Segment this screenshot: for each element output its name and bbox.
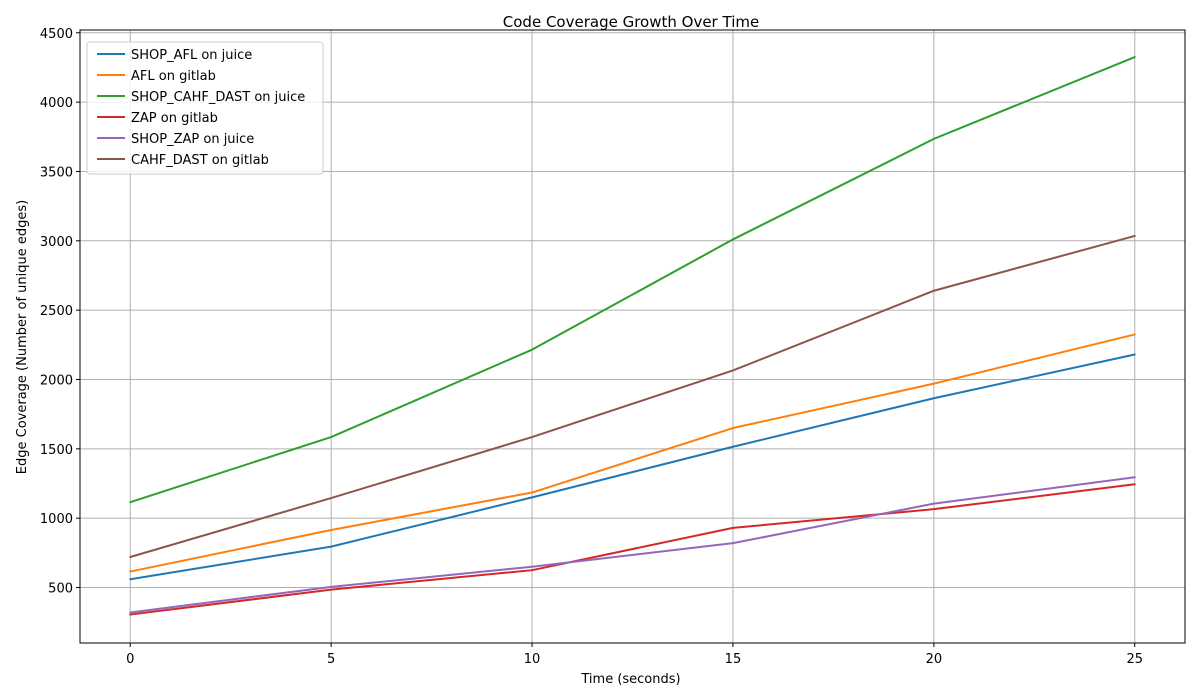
- y-tick-label: 4000: [40, 96, 73, 111]
- y-tick-label: 1500: [40, 443, 73, 458]
- y-tick-label: 2000: [40, 373, 73, 388]
- y-tick-label: 4500: [40, 27, 73, 42]
- legend: SHOP_AFL on juice AFL on gitlab SHOP_CAHF_…: [86, 41, 324, 175]
- x-tick-label: 0: [126, 652, 134, 667]
- legend-label: ZAP on gitlab: [131, 111, 218, 126]
- series-line-3: [129, 56, 1136, 504]
- x-tick-label: 25: [1126, 652, 1143, 667]
- legend-label: SHOP_AFL on juice: [131, 48, 252, 63]
- legend-label: SHOP_CAHF_DAST on juice: [131, 90, 305, 105]
- x-axis-label: Time (seconds): [580, 672, 680, 687]
- y-axis-label: Edge Coverage (Number of unique edges): [15, 200, 30, 474]
- y-tick-label: 3500: [40, 165, 73, 180]
- x-axis-ticks: 0 5 10 15 20 25: [126, 643, 1143, 667]
- x-tick-label: 10: [524, 652, 541, 667]
- grid: [80, 30, 1185, 643]
- x-tick-label: 5: [327, 652, 335, 667]
- series-line-5: [129, 476, 1136, 614]
- x-tick-label: 20: [926, 652, 943, 667]
- y-tick-label: 3000: [40, 235, 73, 250]
- y-tick-label: 500: [48, 582, 73, 597]
- y-tick-label: 2500: [40, 304, 73, 319]
- y-axis-ticks: 500 1000 1500 2000 2500 3000 3500 4000 4500: [40, 27, 80, 597]
- y-tick-label: 1000: [40, 512, 73, 527]
- series-line-6: [129, 234, 1136, 559]
- series-lines: [129, 56, 1136, 616]
- x-tick-label: 15: [725, 652, 742, 667]
- chart-title: Code Coverage Growth Over Time: [503, 13, 759, 31]
- plot-frame: [79, 29, 1186, 644]
- legend-label: CAHF_DAST on gitlab: [131, 153, 269, 168]
- series-line-1: [129, 353, 1136, 581]
- legend-label: SHOP_ZAP on juice: [131, 132, 254, 147]
- legend-box: [86, 41, 324, 175]
- legend-label: AFL on gitlab: [131, 69, 216, 84]
- series-line-2: [129, 333, 1136, 573]
- series-line-4: [129, 483, 1136, 616]
